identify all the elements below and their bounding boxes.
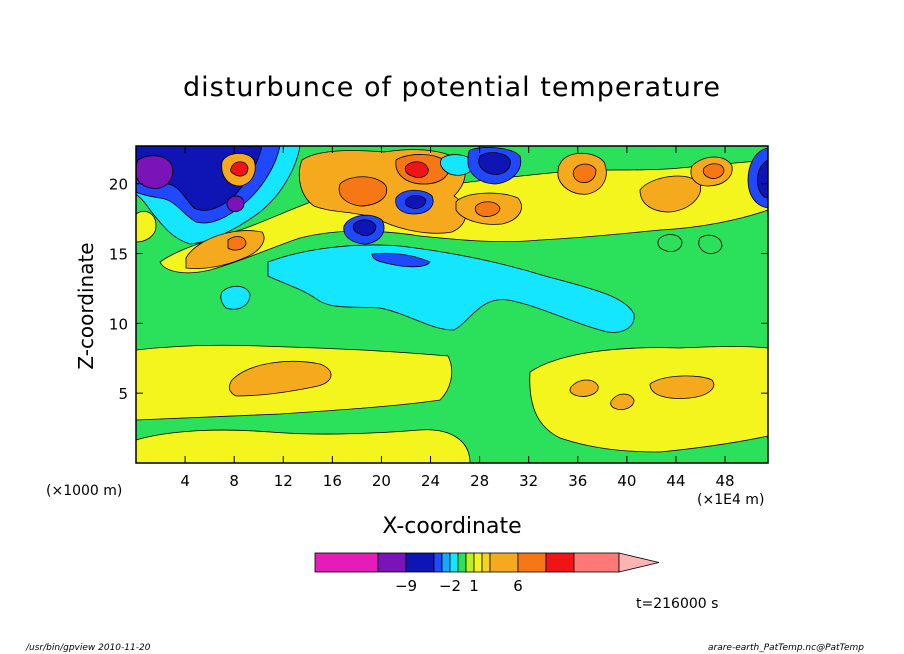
- x-scale-note: (×1E4 m): [697, 492, 765, 508]
- contour-darkorange-28-18: [474, 201, 501, 217]
- contour-purple-upper-left-2: [226, 195, 245, 212]
- contour-darkblue-28-21: [478, 152, 511, 175]
- colorbar-swatch: [545, 552, 575, 573]
- y-tick-label: 5: [118, 385, 128, 403]
- colorbar-label: −9: [395, 577, 417, 595]
- x-tick-label: 44: [666, 472, 685, 490]
- x-axis-label: X-coordinate: [382, 514, 522, 539]
- x-tick-label: 48: [716, 472, 735, 490]
- footer-left: /usr/bin/gpview 2010-11-20: [26, 643, 151, 653]
- x-tick-label: 32: [519, 472, 538, 490]
- colorbar-swatch: [517, 552, 547, 573]
- plot-frame: [135, 145, 769, 464]
- contour-red-central: [404, 161, 429, 178]
- contour-darkorange-47-21: [702, 163, 725, 179]
- chart-title: disturbunce of potential temperature: [183, 72, 721, 103]
- x-tick-label: 24: [421, 472, 440, 490]
- colorbar-swatch: [473, 552, 483, 573]
- x-tick-label: 8: [229, 472, 239, 490]
- contour-darkorange-8-16: [227, 236, 247, 251]
- contour-darkblue-central: [404, 195, 427, 209]
- x-tick-label: 36: [568, 472, 587, 490]
- colorbar-swatch: [573, 552, 620, 573]
- colorbar-labels: −9 −2 1 6: [395, 577, 523, 595]
- colorbar-swatch: [441, 552, 451, 573]
- colorbar-swatch: [433, 552, 443, 573]
- y-tick-label: 15: [109, 246, 128, 264]
- colorbar-swatch: [481, 552, 491, 573]
- x-tick-label: 4: [180, 472, 190, 490]
- contour-orange-lower-right-3: [610, 393, 635, 410]
- y-tick-label: 20: [109, 176, 128, 194]
- contour-yellow-bottom-left: [136, 429, 471, 463]
- x-unit-note: (×1000 m): [46, 483, 123, 499]
- x-tick-label: 12: [274, 472, 293, 490]
- contour-field: [136, 146, 768, 463]
- colorbar-swatch: [489, 552, 519, 573]
- colorbar-label: −2: [439, 577, 461, 595]
- x-tick-label: 20: [372, 472, 391, 490]
- contour-green-blob-right-2: [698, 234, 723, 254]
- contour-green-blob-right: [657, 234, 683, 252]
- contour-cyan-small: [220, 285, 251, 310]
- colorbar-swatch: [457, 552, 467, 573]
- contour-darkblue-right-edge: [757, 159, 768, 199]
- colorbar-swatch: [314, 552, 379, 573]
- colorbar-label: 6: [513, 577, 523, 595]
- contour-red-8-21: [230, 161, 249, 177]
- colorbar-swatch: [377, 552, 407, 573]
- contour-darkorange-central: [338, 176, 388, 207]
- contour-cyan-central: [440, 154, 475, 176]
- footer-right: arare-earth_PatTemp.nc@PatTemp: [708, 643, 864, 653]
- contour-orange-lower-right-2: [649, 375, 715, 399]
- y-tick-label: 10: [109, 315, 128, 333]
- time-label: t=216000 s: [636, 596, 719, 612]
- contour-darkorange-36-20: [572, 163, 597, 183]
- y-axis-label: Z-coordinate: [74, 242, 98, 370]
- contour-yellow-left-edge: [136, 210, 157, 243]
- x-tick-label: 40: [617, 472, 636, 490]
- contour-darkblue-18-17: [352, 219, 377, 236]
- contour-cyan-mid: [267, 244, 635, 333]
- colorbar: [314, 552, 660, 573]
- colorbar-label: 1: [469, 577, 479, 595]
- colorbar-swatch: [405, 552, 435, 573]
- contour-orange-lower-right: [569, 379, 599, 397]
- y-axis: 5 10 15 20: [109, 176, 768, 403]
- contour-orange-43-19: [639, 175, 702, 213]
- x-axis: 4 8 12 16 20 24 28 32 36 40 44 48: [180, 146, 735, 490]
- x-tick-label: 16: [323, 472, 342, 490]
- colorbar-swatch: [465, 552, 475, 573]
- colorbar-swatch: [449, 552, 459, 573]
- colorbar-extension-arrow: [618, 552, 660, 573]
- contour-orange-lower-left: [228, 361, 332, 397]
- contour-blue-mid: [371, 252, 431, 268]
- contour-yellow-lower-right: [529, 346, 768, 453]
- x-tick-label: 28: [470, 472, 489, 490]
